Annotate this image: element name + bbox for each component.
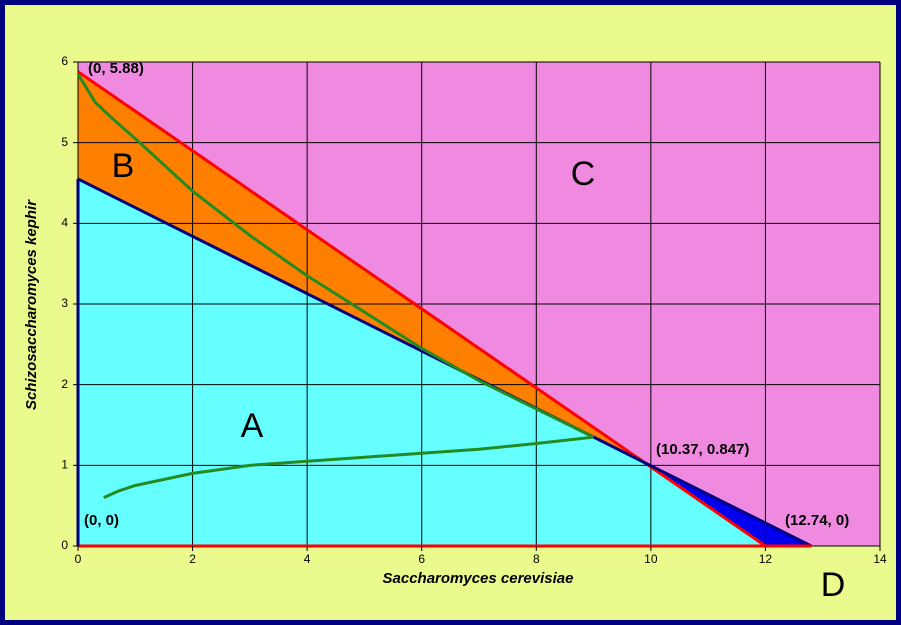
region-label: A (241, 407, 264, 445)
x-tick-label: 8 (533, 552, 540, 566)
y-tick-label: 1 (61, 458, 68, 472)
x-tick-label: 0 (75, 552, 82, 566)
x-tick-label: 12 (759, 552, 773, 566)
x-tick-label: 4 (304, 552, 311, 566)
annotation: (10.37, 0.847) (656, 441, 749, 458)
y-tick-label: 6 (61, 54, 68, 68)
y-tick-label: 5 (61, 135, 68, 149)
annotation: (0, 5.88) (88, 60, 144, 77)
x-tick-label: 2 (189, 552, 196, 566)
y-tick-label: 2 (61, 377, 68, 391)
annotation: (12.74, 0) (785, 512, 849, 529)
x-tick-label: 10 (644, 552, 658, 566)
line (103, 435, 594, 499)
y-tick-label: 3 (61, 296, 68, 310)
y-tick-label: 4 (61, 216, 68, 230)
region-label: B (112, 147, 135, 185)
line (76, 73, 595, 439)
annotation: (0, 0) (84, 512, 119, 529)
y-tick-label: 0 (61, 538, 68, 552)
x-tick-label: 14 (873, 552, 887, 566)
y-axis-title: Schizosaccharomyces kephir (23, 199, 40, 410)
x-tick-label: 6 (418, 552, 425, 566)
x-axis-title: Saccharomyces cerevisiae (383, 570, 574, 587)
region-label: D (821, 566, 846, 604)
region-label: C (571, 155, 596, 193)
